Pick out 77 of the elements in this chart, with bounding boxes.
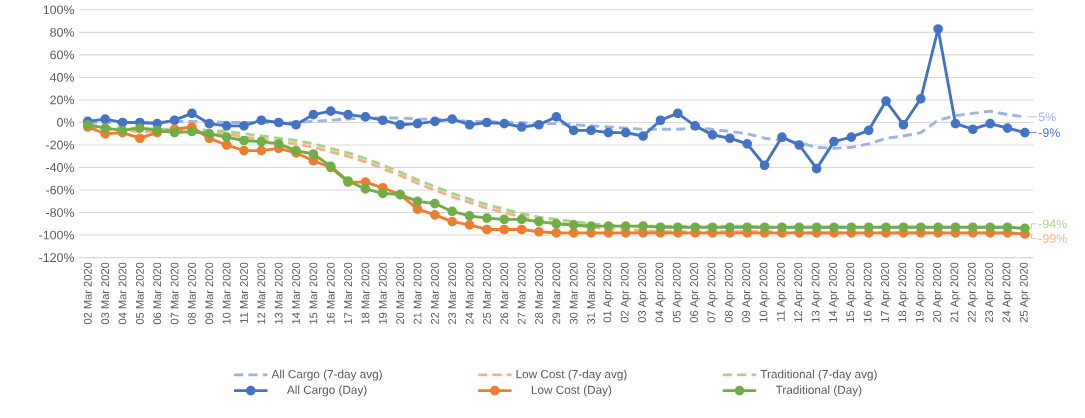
x-tick-label: 12 Mar 2020 [257,262,266,324]
legend-label: Low Cost (Day) [531,385,612,397]
x-tick-label: 18 Apr 2020 [898,262,909,322]
x-tick-label: 26 Mar 2020 [500,262,509,325]
x-tick-label: 20 Apr 2020 [933,262,944,323]
x-tick-label: 29 Mar 2020 [552,262,561,325]
x-tick-label: 17 Mar 2020 [344,262,353,324]
x-tick-label: 08 Apr 2020 [724,262,735,323]
x-tick-label: 09 Apr 2020 [742,262,753,323]
legend-label: All Cargo (Day) [286,385,367,397]
x-tick-label: 15 Mar 2020 [309,262,318,324]
y-tick-label: -20% [46,140,75,150]
x-tick-label: 15 Apr 2020 [846,262,857,322]
x-tick-label: 04 Apr 2020 [655,262,666,323]
y-tick-label: 0% [57,118,75,127]
x-tick-label: 14 Apr 2020 [828,262,840,322]
x-tick-label: 24 Apr 2020 [1002,262,1013,323]
y-tick-label: -120% [39,253,75,263]
x-tick-label: 06 Mar 2020 [153,262,162,325]
y-tick-label: 40% [49,73,75,82]
y-tick-label: 80% [50,28,75,37]
x-tick-label: 25 Apr 2020 [1019,262,1030,323]
x-tick-label: 04 Mar 2020 [118,262,127,325]
x-tick-label: 01 Apr 2020 [603,262,614,323]
legend-label: Low Cost (7-day avg) [516,369,627,381]
x-tick-label: 27 Mar 2020 [517,262,526,325]
x-tick-label: 03 Apr 2020 [638,262,649,323]
x-tick-label: 07 Mar 2020 [170,262,179,325]
x-tick-label: 05 Mar 2020 [135,262,144,325]
x-tick-label: 13 Mar 2020 [274,262,283,324]
x-tick-label: 11 Apr 2020 [776,262,787,322]
x-tick-label: 23 Mar 2020 [448,262,457,325]
legend-label: All Cargo (7-day avg) [271,369,382,381]
x-tick-label: 22 Apr 2020 [967,262,978,323]
x-tick-label: 22 Mar 2020 [430,262,439,325]
legend-label: Traditional (Day) [775,385,862,397]
y-tick-label: 100% [43,5,75,15]
y-tick-label: -40% [46,163,75,172]
y-tick-label: -100% [39,230,75,240]
annotation: 5% [1038,112,1056,122]
legend-label: Traditional (7-day avg) [760,369,877,381]
x-tick-label: 07 Apr 2020 [707,262,718,323]
x-tick-label: 02 Apr 2020 [620,262,631,323]
x-tick-label: 24 Mar 2020 [465,262,474,325]
x-tick-label: 02 Mar 2020 [83,262,92,325]
annotation: -99% [1038,234,1067,243]
x-tick-label: 31 Mar 2020 [587,262,595,325]
x-tick-label: 19 Mar 2020 [378,262,387,324]
x-tick-label: 05 Apr 2020 [672,262,683,323]
x-tick-label: 23 Apr 2020 [985,262,996,323]
y-tick-label: 20% [50,95,75,105]
x-tick-label: 12 Apr 2020 [794,262,805,322]
x-tick-label: 18 Mar 2020 [361,262,370,324]
x-tick-label: 08 Mar 2020 [187,262,196,325]
annotation: -9% [1038,128,1060,138]
y-tick-label: 60% [50,50,75,60]
x-tick-label: 10 Mar 2020 [222,262,231,324]
x-tick-label: 06 Apr 2020 [690,262,701,323]
x-tick-label: 19 Apr 2020 [915,262,926,322]
y-tick-label: -60% [46,185,75,195]
x-tick-label: 30 Mar 2020 [569,262,578,325]
x-tick-label: 28 Mar 2020 [535,262,543,325]
x-tick-label: 14 Mar 2020 [292,262,300,324]
x-tick-label: 25 Mar 2020 [483,262,491,325]
x-tick-label: 11 Mar 2020 [240,262,248,323]
x-tick-label: 03 Mar 2020 [101,262,110,325]
annotation: -94% [1038,219,1067,229]
x-tick-label: 16 Apr 2020 [863,262,874,322]
x-tick-label: 17 Apr 2020 [881,262,892,322]
x-tick-label: 13 Apr 2020 [811,262,822,322]
y-tick-label: -80% [46,208,75,218]
x-tick-label: 21 Apr 2020 [950,262,961,323]
x-tick-label: 20 Mar 2020 [396,262,405,325]
x-tick-label: 21 Mar 2020 [413,262,422,325]
x-tick-label: 16 Mar 2020 [326,262,335,324]
x-tick-label: 10 Apr 2020 [759,262,770,322]
x-tick-label: 09 Mar 2020 [205,262,214,325]
